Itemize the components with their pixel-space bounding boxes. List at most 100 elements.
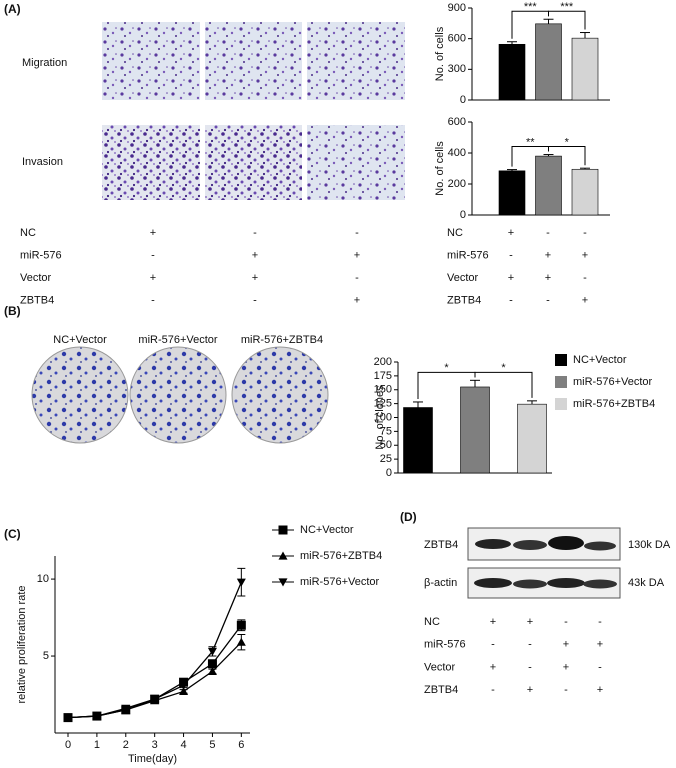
- significance-bracket: [474, 371, 533, 398]
- legend-label: miR-576+ZBTB4: [300, 550, 382, 562]
- condition-mark: -: [564, 616, 568, 628]
- legend-label: NC+Vector: [573, 354, 627, 366]
- legend-marker: [278, 525, 288, 535]
- y-tick-label: 10: [37, 573, 49, 585]
- y-tick-label: 400: [448, 147, 466, 159]
- condition-mark: -: [564, 684, 568, 696]
- panel-label: (D): [400, 510, 417, 524]
- legend-label: miR-576+Vector: [300, 576, 380, 588]
- legend-swatch: [555, 376, 567, 388]
- error-bar: [580, 167, 590, 170]
- significance-label: ***: [560, 1, 574, 13]
- y-tick-label: 150: [374, 384, 392, 396]
- y-tick-label: 600: [448, 116, 466, 128]
- y-tick-label: 600: [448, 33, 466, 45]
- condition-mark: -: [528, 661, 532, 673]
- condition-mark: -: [151, 249, 155, 261]
- x-tick-label: 2: [123, 739, 129, 751]
- y-tick-label: 200: [374, 356, 392, 368]
- legend-swatch: [555, 398, 567, 410]
- y-axis-label: No. of cells: [434, 141, 446, 196]
- x-tick-label: 6: [238, 739, 244, 751]
- band-size: 130k DA: [628, 539, 671, 551]
- band-label: ZBTB4: [424, 539, 458, 551]
- error-bar: [527, 400, 537, 405]
- condition-label: NC: [447, 227, 463, 239]
- significance-label: *: [444, 362, 449, 374]
- point: [207, 659, 217, 669]
- condition-mark: +: [545, 272, 551, 284]
- point: [207, 647, 217, 656]
- legend-swatch: [555, 354, 567, 366]
- bar: [460, 386, 490, 474]
- panel-label: (C): [4, 527, 21, 541]
- panel-label: (B): [4, 304, 21, 318]
- point: [179, 681, 189, 690]
- micrograph: [307, 22, 405, 100]
- x-tick-label: 4: [180, 739, 186, 751]
- plate: [31, 346, 129, 444]
- condition-mark: +: [582, 294, 588, 306]
- point: [207, 666, 217, 676]
- condition-mark: +: [490, 616, 496, 628]
- point: [92, 712, 102, 721]
- y-axis-label: No. of clones: [374, 385, 386, 450]
- plate-label: miR-576+Vector: [138, 334, 218, 346]
- condition-mark: -: [528, 639, 532, 651]
- plate: [129, 346, 227, 444]
- plates: [31, 346, 329, 444]
- band: [513, 579, 547, 589]
- condition-mark: +: [527, 684, 533, 696]
- y-axis-label: No. of cells: [434, 26, 446, 81]
- legend-label: NC+Vector: [300, 524, 354, 536]
- point: [236, 637, 246, 646]
- x-tick-label: 0: [65, 739, 71, 751]
- condition-mark: +: [508, 227, 514, 239]
- condition-label: miR-576: [20, 249, 62, 261]
- plate-label: miR-576+ZBTB4: [241, 334, 323, 346]
- y-tick-label: 300: [448, 63, 466, 75]
- bar: [571, 37, 599, 101]
- condition-mark: -: [583, 227, 587, 239]
- bar: [535, 155, 562, 216]
- band: [474, 578, 512, 588]
- condition-label: miR-576: [447, 249, 489, 261]
- condition-label: NC: [20, 227, 36, 239]
- bar: [498, 170, 526, 216]
- condition-mark: -: [253, 227, 257, 239]
- condition-label: ZBTB4: [447, 294, 481, 306]
- significance-label: *: [565, 136, 570, 148]
- condition-mark: +: [252, 249, 258, 261]
- plate: [231, 346, 329, 444]
- band: [513, 540, 547, 550]
- condition-mark: -: [509, 249, 513, 261]
- micrograph: [307, 125, 405, 200]
- x-axis-label: Time(day): [128, 753, 177, 765]
- condition-label: Vector: [20, 272, 52, 284]
- band: [583, 579, 617, 589]
- micrographs: [102, 22, 405, 200]
- condition-mark: +: [252, 272, 258, 284]
- condition-label: Vector: [447, 272, 479, 284]
- condition-mark: +: [563, 661, 569, 673]
- condition-mark: +: [354, 249, 360, 261]
- y-tick-label: 5: [43, 650, 49, 662]
- y-tick-label: 0: [460, 94, 466, 106]
- legend-label: miR-576+Vector: [573, 376, 653, 388]
- condition-mark: -: [151, 294, 155, 306]
- micrograph: [102, 22, 200, 100]
- x-tick-label: 3: [152, 739, 158, 751]
- legend-label: miR-576+ZBTB4: [573, 398, 655, 410]
- condition-mark: +: [150, 227, 156, 239]
- bar: [498, 43, 526, 101]
- condition-mark: +: [597, 639, 603, 651]
- condition-label: miR-576: [424, 639, 466, 651]
- significance-label: **: [526, 136, 535, 148]
- y-tick-label: 0: [460, 209, 466, 221]
- condition-mark: -: [253, 294, 257, 306]
- x-tick-label: 5: [209, 739, 215, 751]
- plate-label: NC+Vector: [53, 334, 107, 346]
- y-tick-label: 175: [374, 370, 392, 382]
